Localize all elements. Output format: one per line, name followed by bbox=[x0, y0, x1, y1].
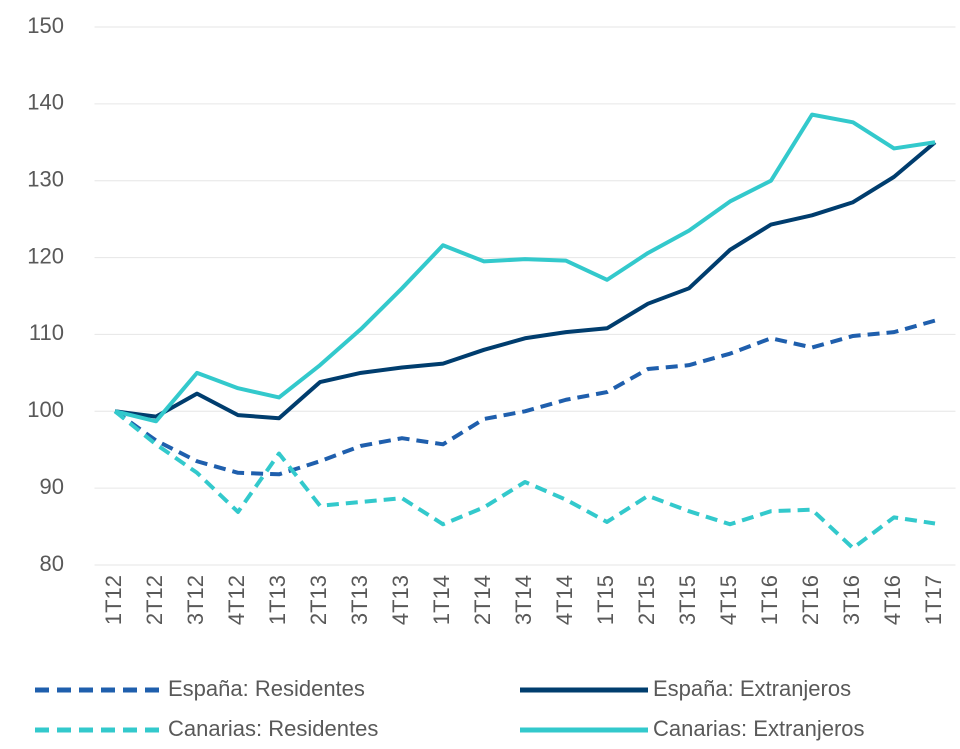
x-tick-label: 4T13 bbox=[388, 575, 413, 625]
x-tick-label: 1T15 bbox=[593, 575, 618, 625]
legend-label: Canarias: Extranjeros bbox=[653, 716, 865, 741]
x-tick-label: 2T15 bbox=[634, 575, 659, 625]
x-tick-label: 3T14 bbox=[511, 575, 536, 625]
series-line bbox=[113, 318, 936, 477]
x-tick-label: 1T13 bbox=[265, 575, 290, 625]
series-line bbox=[114, 140, 937, 421]
y-tick-label: 150 bbox=[27, 13, 64, 38]
x-tick-label: 4T16 bbox=[880, 575, 905, 625]
x-tick-label: 3T12 bbox=[183, 575, 208, 625]
x-tick-label: 1T14 bbox=[429, 575, 454, 625]
x-tick-label: 1T12 bbox=[101, 575, 126, 625]
y-tick-label: 140 bbox=[27, 90, 64, 115]
x-tick-label: 1T16 bbox=[757, 575, 782, 625]
y-tick-label: 120 bbox=[27, 243, 64, 268]
legend-label: España: Residentes bbox=[168, 676, 365, 701]
series-line bbox=[113, 409, 936, 551]
x-tick-label: 2T16 bbox=[798, 575, 823, 625]
x-tick-label: 2T13 bbox=[306, 575, 331, 625]
legend-label: Canarias: Residentes bbox=[168, 716, 378, 741]
x-tick-label: 4T15 bbox=[716, 575, 741, 625]
y-tick-label: 130 bbox=[27, 167, 64, 192]
series-line bbox=[114, 112, 936, 424]
y-tick-label: 80 bbox=[40, 551, 64, 576]
x-tick-label: 2T14 bbox=[470, 575, 495, 625]
x-tick-label: 2T12 bbox=[142, 575, 167, 625]
x-tick-label: 4T14 bbox=[552, 575, 577, 625]
y-tick-label: 110 bbox=[29, 320, 64, 345]
y-tick-label: 100 bbox=[27, 397, 64, 422]
x-tick-label: 1T17 bbox=[921, 575, 946, 625]
y-tick-label: 90 bbox=[40, 474, 64, 499]
x-tick-label: 3T16 bbox=[839, 575, 864, 625]
x-tick-label: 4T12 bbox=[224, 575, 249, 625]
x-tick-label: 3T13 bbox=[347, 575, 372, 625]
x-tick-label: 3T15 bbox=[675, 575, 700, 625]
legend-label: España: Extranjeros bbox=[653, 676, 851, 701]
